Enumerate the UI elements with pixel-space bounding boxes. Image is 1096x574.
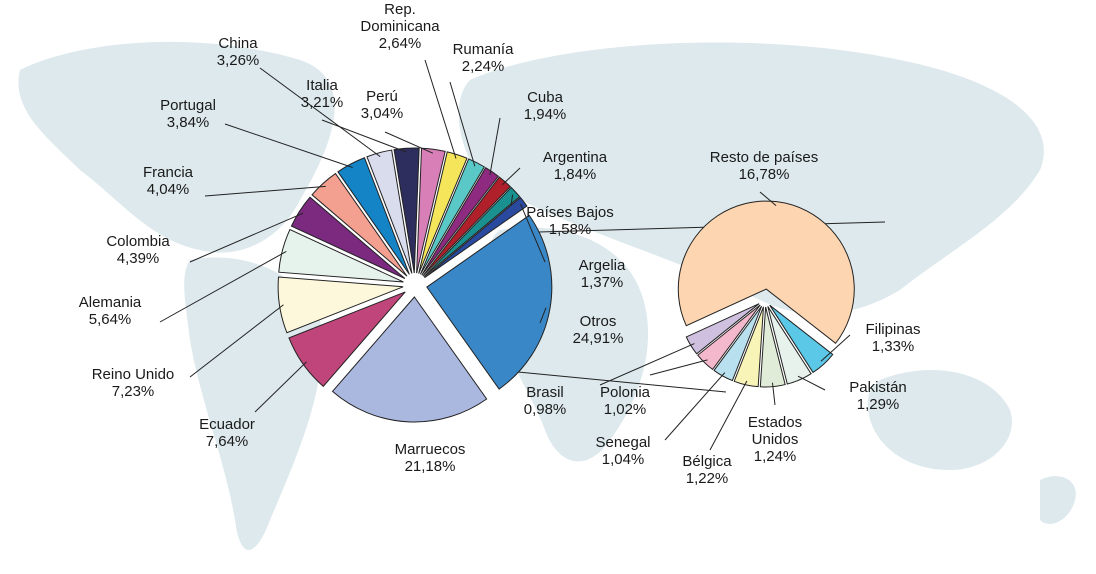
slice-value-label: 1,58% bbox=[548, 221, 592, 238]
slice-label: Argelia bbox=[578, 257, 626, 274]
slice-label: Marruecos bbox=[394, 441, 466, 458]
leader-line bbox=[664, 372, 726, 441]
slice-label: Alemania bbox=[78, 294, 142, 311]
pie-slice bbox=[288, 291, 406, 388]
slice-label: Otros bbox=[579, 313, 617, 330]
slice-value-label: 1,04% bbox=[601, 451, 645, 468]
slice-label: Ecuador bbox=[199, 416, 255, 433]
slice-label: Rep. Dominicana bbox=[360, 1, 440, 35]
leader-line bbox=[259, 67, 381, 158]
pie-slice bbox=[423, 186, 521, 278]
slice-label: Pakistán bbox=[849, 379, 907, 396]
slice-label: Argentina bbox=[542, 149, 608, 166]
leader-line bbox=[599, 343, 695, 386]
slice-value-label: 3,21% bbox=[300, 94, 344, 111]
slice-label: Francia bbox=[142, 164, 194, 181]
slice-label: Senegal bbox=[595, 434, 651, 451]
slice-value-label: 1,33% bbox=[871, 338, 915, 355]
slice-value-label: 1,29% bbox=[856, 396, 900, 413]
leader-line bbox=[204, 185, 326, 197]
leader-line bbox=[159, 250, 287, 323]
leader-line bbox=[489, 117, 501, 176]
slice-value-label: 0,98% bbox=[523, 401, 567, 418]
slice-label: China bbox=[218, 35, 258, 52]
slice-value-label: 16,78% bbox=[738, 166, 790, 183]
pie-slice bbox=[278, 228, 404, 283]
leader-line bbox=[797, 375, 826, 391]
leader-line bbox=[254, 361, 307, 413]
slice-value-label: 7,23% bbox=[111, 383, 155, 400]
slice-label: Cuba bbox=[527, 89, 563, 106]
leader-line bbox=[709, 380, 748, 451]
slice-value-label: 1,22% bbox=[685, 470, 729, 487]
leader-line bbox=[189, 212, 304, 263]
pie-slice bbox=[713, 305, 763, 382]
slice-value-label: 24,91% bbox=[572, 330, 624, 347]
slice-value-label: 1,94% bbox=[523, 106, 567, 123]
leader-line bbox=[759, 191, 777, 207]
pie-slice bbox=[419, 158, 486, 275]
leader-line bbox=[820, 334, 851, 362]
slice-value-label: 1,02% bbox=[603, 401, 647, 418]
pie-slice bbox=[366, 149, 413, 274]
slice-label: Perú bbox=[366, 88, 398, 105]
leader-line bbox=[520, 203, 546, 263]
slice-label: Brasil bbox=[526, 384, 564, 401]
leader-line bbox=[649, 359, 708, 376]
leader-line bbox=[449, 81, 476, 167]
pie-slice bbox=[337, 157, 410, 275]
slice-label: Resto de países bbox=[709, 149, 819, 166]
pie-slice bbox=[311, 172, 408, 277]
leader-line bbox=[771, 382, 776, 406]
leader-line bbox=[321, 119, 408, 153]
slice-label: Italia bbox=[306, 77, 338, 94]
pie-slice bbox=[393, 147, 420, 274]
slice-label: Colombia bbox=[106, 233, 170, 250]
pie-slice bbox=[331, 296, 488, 423]
slice-value-label: 1,84% bbox=[553, 166, 597, 183]
leader-line bbox=[502, 167, 521, 186]
slice-value-label: 3,84% bbox=[166, 114, 210, 131]
pie-slice bbox=[426, 214, 553, 390]
pie-slice bbox=[733, 306, 764, 388]
pie-slice bbox=[290, 196, 406, 279]
leader-line bbox=[424, 59, 457, 159]
slice-label: Filipinas bbox=[865, 321, 921, 338]
leader-line bbox=[189, 304, 284, 378]
slice-value-label: 4,39% bbox=[116, 250, 160, 267]
slice-value-label: 7,64% bbox=[205, 433, 249, 450]
slice-label: Reino Unido bbox=[91, 366, 175, 383]
pie-slice bbox=[418, 151, 468, 274]
slice-value-label: 2,24% bbox=[461, 58, 505, 75]
slice-label: Países Bajos bbox=[526, 204, 614, 221]
slice-label: Rumanía bbox=[452, 41, 514, 58]
slice-label: Polonia bbox=[599, 384, 651, 401]
pie-slice bbox=[769, 304, 834, 374]
slice-value-label: 3,26% bbox=[216, 52, 260, 69]
pie-slice bbox=[277, 276, 404, 334]
leader-line bbox=[224, 123, 353, 168]
slice-label: Portugal bbox=[160, 97, 216, 114]
slice-value-label: 4,04% bbox=[146, 181, 190, 198]
pie-slice bbox=[767, 306, 812, 385]
slice-label: Estados Unidos bbox=[747, 414, 803, 448]
slice-label: Bélgica bbox=[682, 453, 732, 470]
slice-value-label: 1,24% bbox=[753, 448, 797, 465]
connector-line bbox=[517, 371, 727, 393]
pie-slice bbox=[685, 303, 760, 355]
pie-slice bbox=[697, 304, 761, 371]
slice-value-label: 2,64% bbox=[378, 35, 422, 52]
slice-value-label: 1,37% bbox=[580, 274, 624, 291]
pie-slice bbox=[424, 196, 528, 279]
pie-slice bbox=[677, 200, 855, 344]
slice-value-label: 3,04% bbox=[360, 105, 404, 122]
slice-value-label: 5,64% bbox=[88, 311, 132, 328]
pie-slice bbox=[421, 166, 499, 276]
leader-line bbox=[384, 131, 434, 154]
slice-value-label: 21,18% bbox=[404, 458, 456, 475]
leader-line bbox=[539, 307, 547, 324]
